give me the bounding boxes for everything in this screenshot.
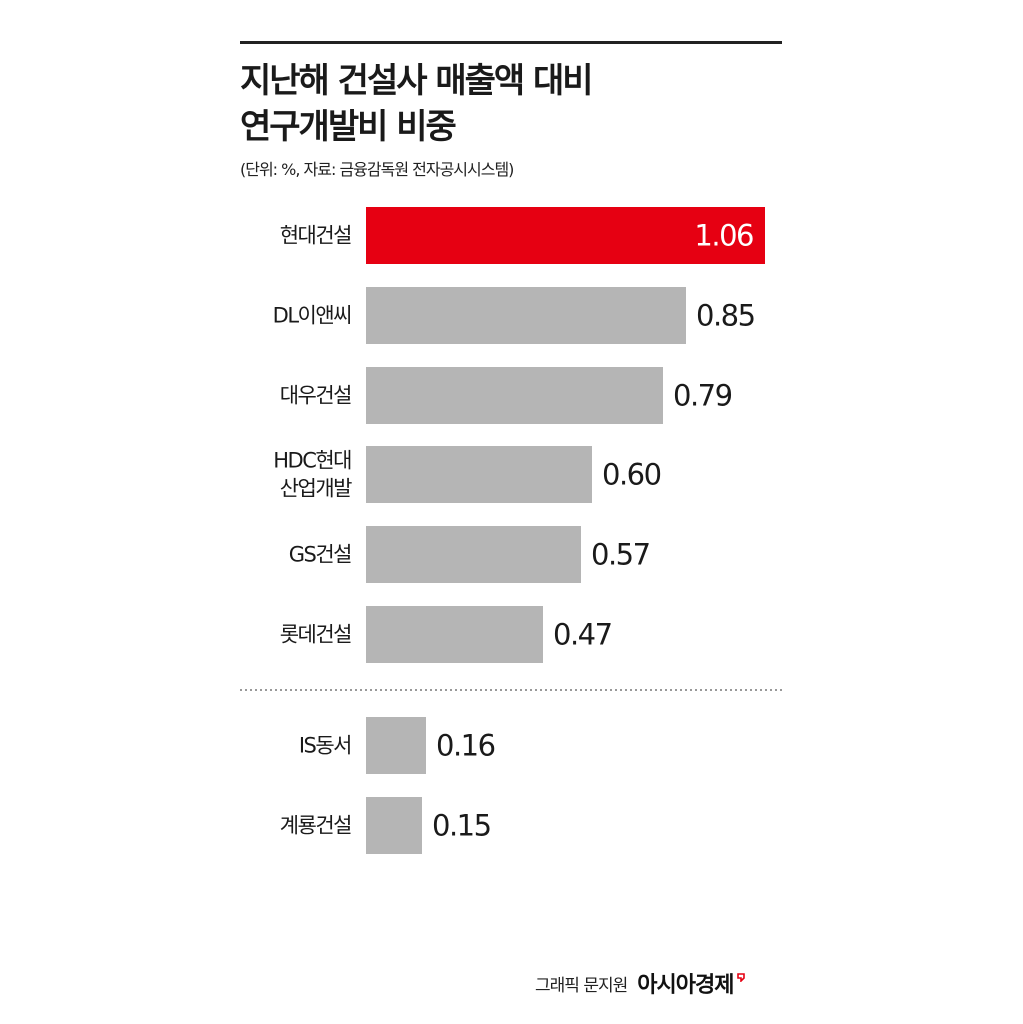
value-label-7: 0.15	[432, 809, 491, 843]
category-label-3: HDC현대 산업개발	[273, 449, 352, 501]
brand-logo: 아시아경제	[637, 973, 734, 998]
value-label-2: 0.79	[673, 379, 732, 413]
graphic-credit: 그래픽 문지원	[535, 975, 628, 996]
bar-5	[366, 606, 543, 663]
value-label-3: 0.60	[602, 458, 661, 492]
bar-chart: 현대건설 1.06 DL이앤씨 0.85 대우건설 0.79 HDC현대 산업개발 0.60 GS…	[240, 207, 782, 854]
bar-3	[366, 446, 592, 503]
bar-4	[366, 526, 581, 583]
brand-mark-icon	[737, 972, 746, 982]
value-label-1: 0.85	[696, 299, 755, 333]
category-label-4: GS건설	[289, 543, 351, 567]
bar-7	[366, 797, 422, 854]
value-label-5: 0.47	[553, 618, 612, 652]
value-label-6: 0.16	[436, 729, 495, 763]
category-label-0: 현대건설	[280, 224, 351, 248]
category-label-2: 대우건설	[280, 384, 351, 408]
category-label-5: 롯데건설	[280, 623, 351, 647]
bar-6	[366, 717, 426, 774]
bar-0	[366, 207, 765, 264]
chart-title-line-2: 연구개발비 비중	[240, 107, 457, 147]
chart-subtitle: (단위: %, 자료: 금융감독원 전자공시시스템)	[240, 160, 514, 179]
chart-title-line-1: 지난해 건설사 매출액 대비	[240, 61, 594, 101]
top-rule	[240, 41, 782, 44]
category-label-7: 계룡건설	[280, 814, 351, 838]
bar-2	[366, 367, 663, 424]
value-label-4: 0.57	[591, 538, 650, 572]
bar-1	[366, 287, 686, 344]
category-label-6: IS동서	[299, 734, 351, 758]
category-label-1: DL이앤씨	[273, 304, 351, 328]
value-label-0: 1.06	[694, 219, 753, 253]
footer: 그래픽 문지원 아시아경제	[535, 966, 746, 1000]
chart-title: 지난해 건설사 매출액 대비 연구개발비 비중	[240, 58, 800, 150]
